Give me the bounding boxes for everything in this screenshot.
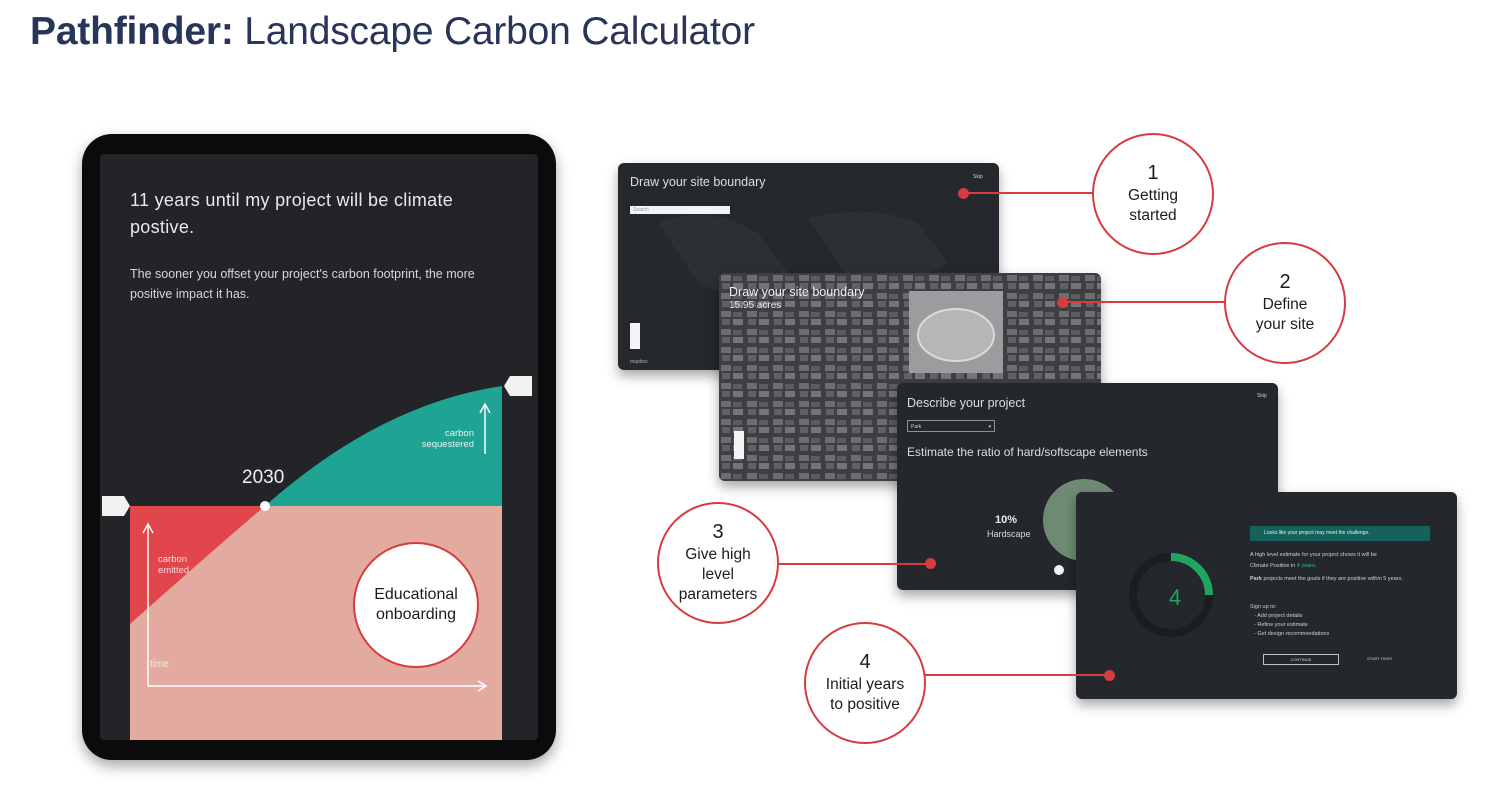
screen3-skip-link[interactable]: Skip — [1257, 393, 1267, 399]
estimate-text: A high level estimate for your project s… — [1250, 552, 1377, 569]
signup-list: Sign up to: - Add project details - Refi… — [1250, 604, 1330, 637]
connector-1-dot — [958, 188, 969, 199]
educational-onboarding-badge: Educational onboarding — [353, 542, 479, 668]
screen2-title: Draw your site boundary — [729, 285, 865, 299]
connector-4 — [925, 674, 1111, 676]
connector-1 — [963, 192, 1094, 194]
connector-2-dot — [1057, 297, 1068, 308]
success-banner: Looks like your project may meet the cha… — [1250, 526, 1430, 541]
tablet-heading: 11 years until my project will be climat… — [130, 190, 454, 237]
connector-3-dot — [925, 558, 936, 569]
callout-define-site: 2 Define your site — [1224, 242, 1346, 364]
carbon-emitted-area — [130, 506, 265, 624]
screen1-draw-tools[interactable] — [630, 323, 640, 349]
time-label: time — [150, 659, 169, 670]
tablet-subtext: The sooner you offset your project's car… — [130, 267, 475, 301]
continue-button[interactable]: CONTINUE — [1263, 654, 1339, 665]
carbon-sequestered-area — [265, 386, 502, 506]
callout-getting-started: 1 Getting started — [1092, 133, 1214, 255]
screen1-map-logo: mapbox — [630, 359, 648, 365]
ratio-slider-handle[interactable] — [1054, 565, 1064, 575]
right-marker-icon — [504, 376, 532, 396]
screen2-acres: 15.95 acres — [729, 300, 782, 311]
x-axis-arrow-head — [477, 680, 488, 692]
tablet-screen: 11 years until my project will be climat… — [100, 154, 538, 740]
page-title-subtitle: Landscape Carbon Calculator — [233, 10, 755, 53]
screen-results: 4 Looks like your project may meet the c… — [1076, 492, 1457, 699]
park-goal-text: Park projects meet the goals if they are… — [1250, 576, 1403, 582]
year-label: 2030 — [242, 467, 285, 488]
screen3-title: Describe your project — [907, 396, 1026, 410]
left-marker-icon — [102, 496, 130, 516]
connector-3 — [779, 563, 932, 565]
screen1-skip-link[interactable]: Skip — [973, 174, 983, 180]
screen1-title: Draw your site boundary — [630, 175, 766, 189]
start-over-button[interactable]: START OVER — [1367, 656, 1393, 661]
callout-initial-years: 4 Initial years to positive — [804, 622, 926, 744]
page-title: Pathfinder: Landscape Carbon Calculator — [30, 10, 755, 54]
sequestered-label: carbon sequestered — [421, 428, 474, 450]
callout-high-level-parameters: 3 Give high level parameters — [657, 502, 779, 624]
hardscape-percent: 10% — [995, 514, 1018, 526]
connector-4-dot — [1104, 670, 1115, 681]
chevron-down-icon: ▾ — [988, 424, 991, 430]
years-number: 4 — [1168, 585, 1182, 610]
project-type-dropdown[interactable]: Park ▾ — [907, 420, 995, 432]
sequestered-arrow-head — [479, 402, 491, 414]
hardscape-label: Hardscape — [987, 529, 1031, 539]
y-axis-arrow-head — [142, 522, 154, 534]
year-marker-dot — [260, 501, 270, 511]
screen3-subtitle: Estimate the ratio of hard/softscape ele… — [907, 445, 1148, 459]
page-title-brand: Pathfinder: — [30, 10, 234, 53]
connector-2 — [1062, 301, 1226, 303]
emitted-label: carbon emitted — [158, 554, 190, 576]
screen1-search-input[interactable]: Search — [630, 206, 730, 214]
screen2-draw-tools[interactable] — [734, 431, 744, 459]
years-ring — [1129, 553, 1213, 637]
carbon-curve-graphic — [102, 376, 532, 740]
